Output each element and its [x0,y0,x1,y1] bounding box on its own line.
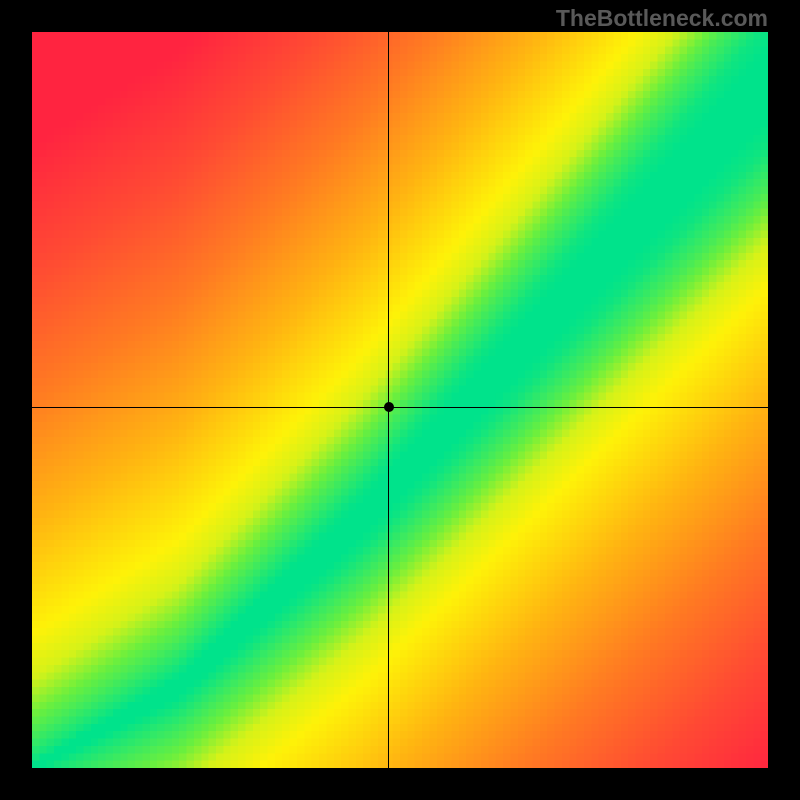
bottleneck-heatmap [32,32,768,768]
chart-container: TheBottleneck.com [0,0,800,800]
crosshair-horizontal [32,407,768,408]
crosshair-vertical [388,32,389,768]
watermark-text: TheBottleneck.com [556,5,768,32]
